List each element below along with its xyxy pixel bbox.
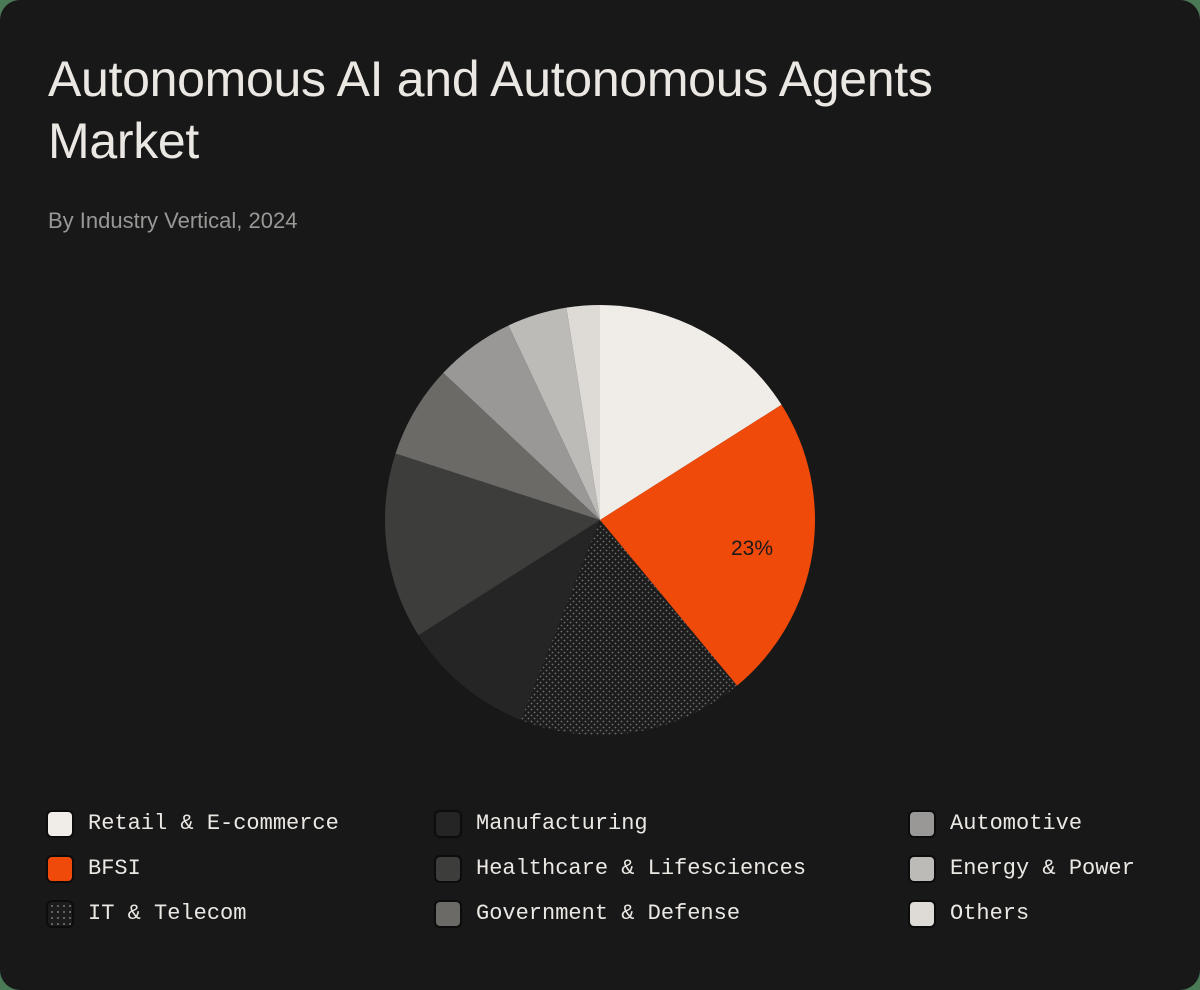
pie-slices: [384, 305, 815, 736]
pie-slice-retail-e-commerce[interactable]: [600, 305, 782, 520]
legend-swatch-it-telecom: [46, 900, 74, 928]
pie-slice-healthcare-lifesciences[interactable]: [384, 453, 600, 636]
legend-label-retail: Retail & E-commerce: [88, 811, 339, 836]
legend-item-retail[interactable]: Retail & E-commerce: [46, 809, 339, 839]
legend-label-it-telecom: IT & Telecom: [88, 901, 247, 926]
legend-item-it-telecom[interactable]: IT & Telecom: [46, 899, 246, 929]
chart-subtitle: By Industry Vertical, 2024: [48, 208, 298, 233]
pie-slice-manufacturing[interactable]: [418, 520, 600, 720]
pie-slice-it-telecom[interactable]: [520, 520, 738, 736]
legend-swatch-energy: [908, 855, 936, 883]
pie-slice-energy-power[interactable]: [508, 307, 600, 520]
legend-label-government: Government & Defense: [476, 901, 741, 926]
legend-swatch-government: [434, 900, 462, 928]
legend-swatch-manufacturing: [434, 810, 462, 838]
legend-label-others: Others: [950, 901, 1030, 926]
pie-chart: 23%: [380, 300, 820, 740]
slice-label-bfsi: 23%: [731, 537, 773, 560]
legend-label-bfsi: BFSI: [88, 856, 141, 881]
legend-swatch-automotive: [908, 810, 936, 838]
legend-item-automotive[interactable]: Automotive: [908, 809, 1082, 839]
pie-slice-government-defense[interactable]: [395, 372, 600, 520]
legend-label-automotive: Automotive: [950, 811, 1083, 836]
legend-swatch-retail: [46, 810, 74, 838]
legend-item-energy[interactable]: Energy & Power: [908, 854, 1135, 884]
legend-swatch-healthcare: [434, 855, 462, 883]
legend-item-bfsi[interactable]: BFSI: [46, 854, 141, 884]
pie-slice-others[interactable]: [566, 305, 600, 520]
legend-label-manufacturing: Manufacturing: [476, 811, 648, 836]
legend-item-others[interactable]: Others: [908, 899, 1029, 929]
legend-item-manufacturing[interactable]: Manufacturing: [434, 809, 648, 839]
legend-label-healthcare: Healthcare & Lifesciences: [476, 856, 807, 881]
legend-item-government[interactable]: Government & Defense: [434, 899, 740, 929]
pie-svg: 23%: [384, 305, 815, 736]
legend-item-healthcare[interactable]: Healthcare & Lifesciences: [434, 854, 806, 884]
pie-slice-automotive[interactable]: [443, 325, 600, 520]
legend-swatch-bfsi: [46, 855, 74, 883]
chart-title: Autonomous AI and Autonomous Agents Mark…: [48, 51, 933, 169]
legend-swatch-others: [908, 900, 936, 928]
pie-slice-bfsi[interactable]: [600, 404, 815, 686]
legend-label-energy: Energy & Power: [950, 856, 1135, 881]
